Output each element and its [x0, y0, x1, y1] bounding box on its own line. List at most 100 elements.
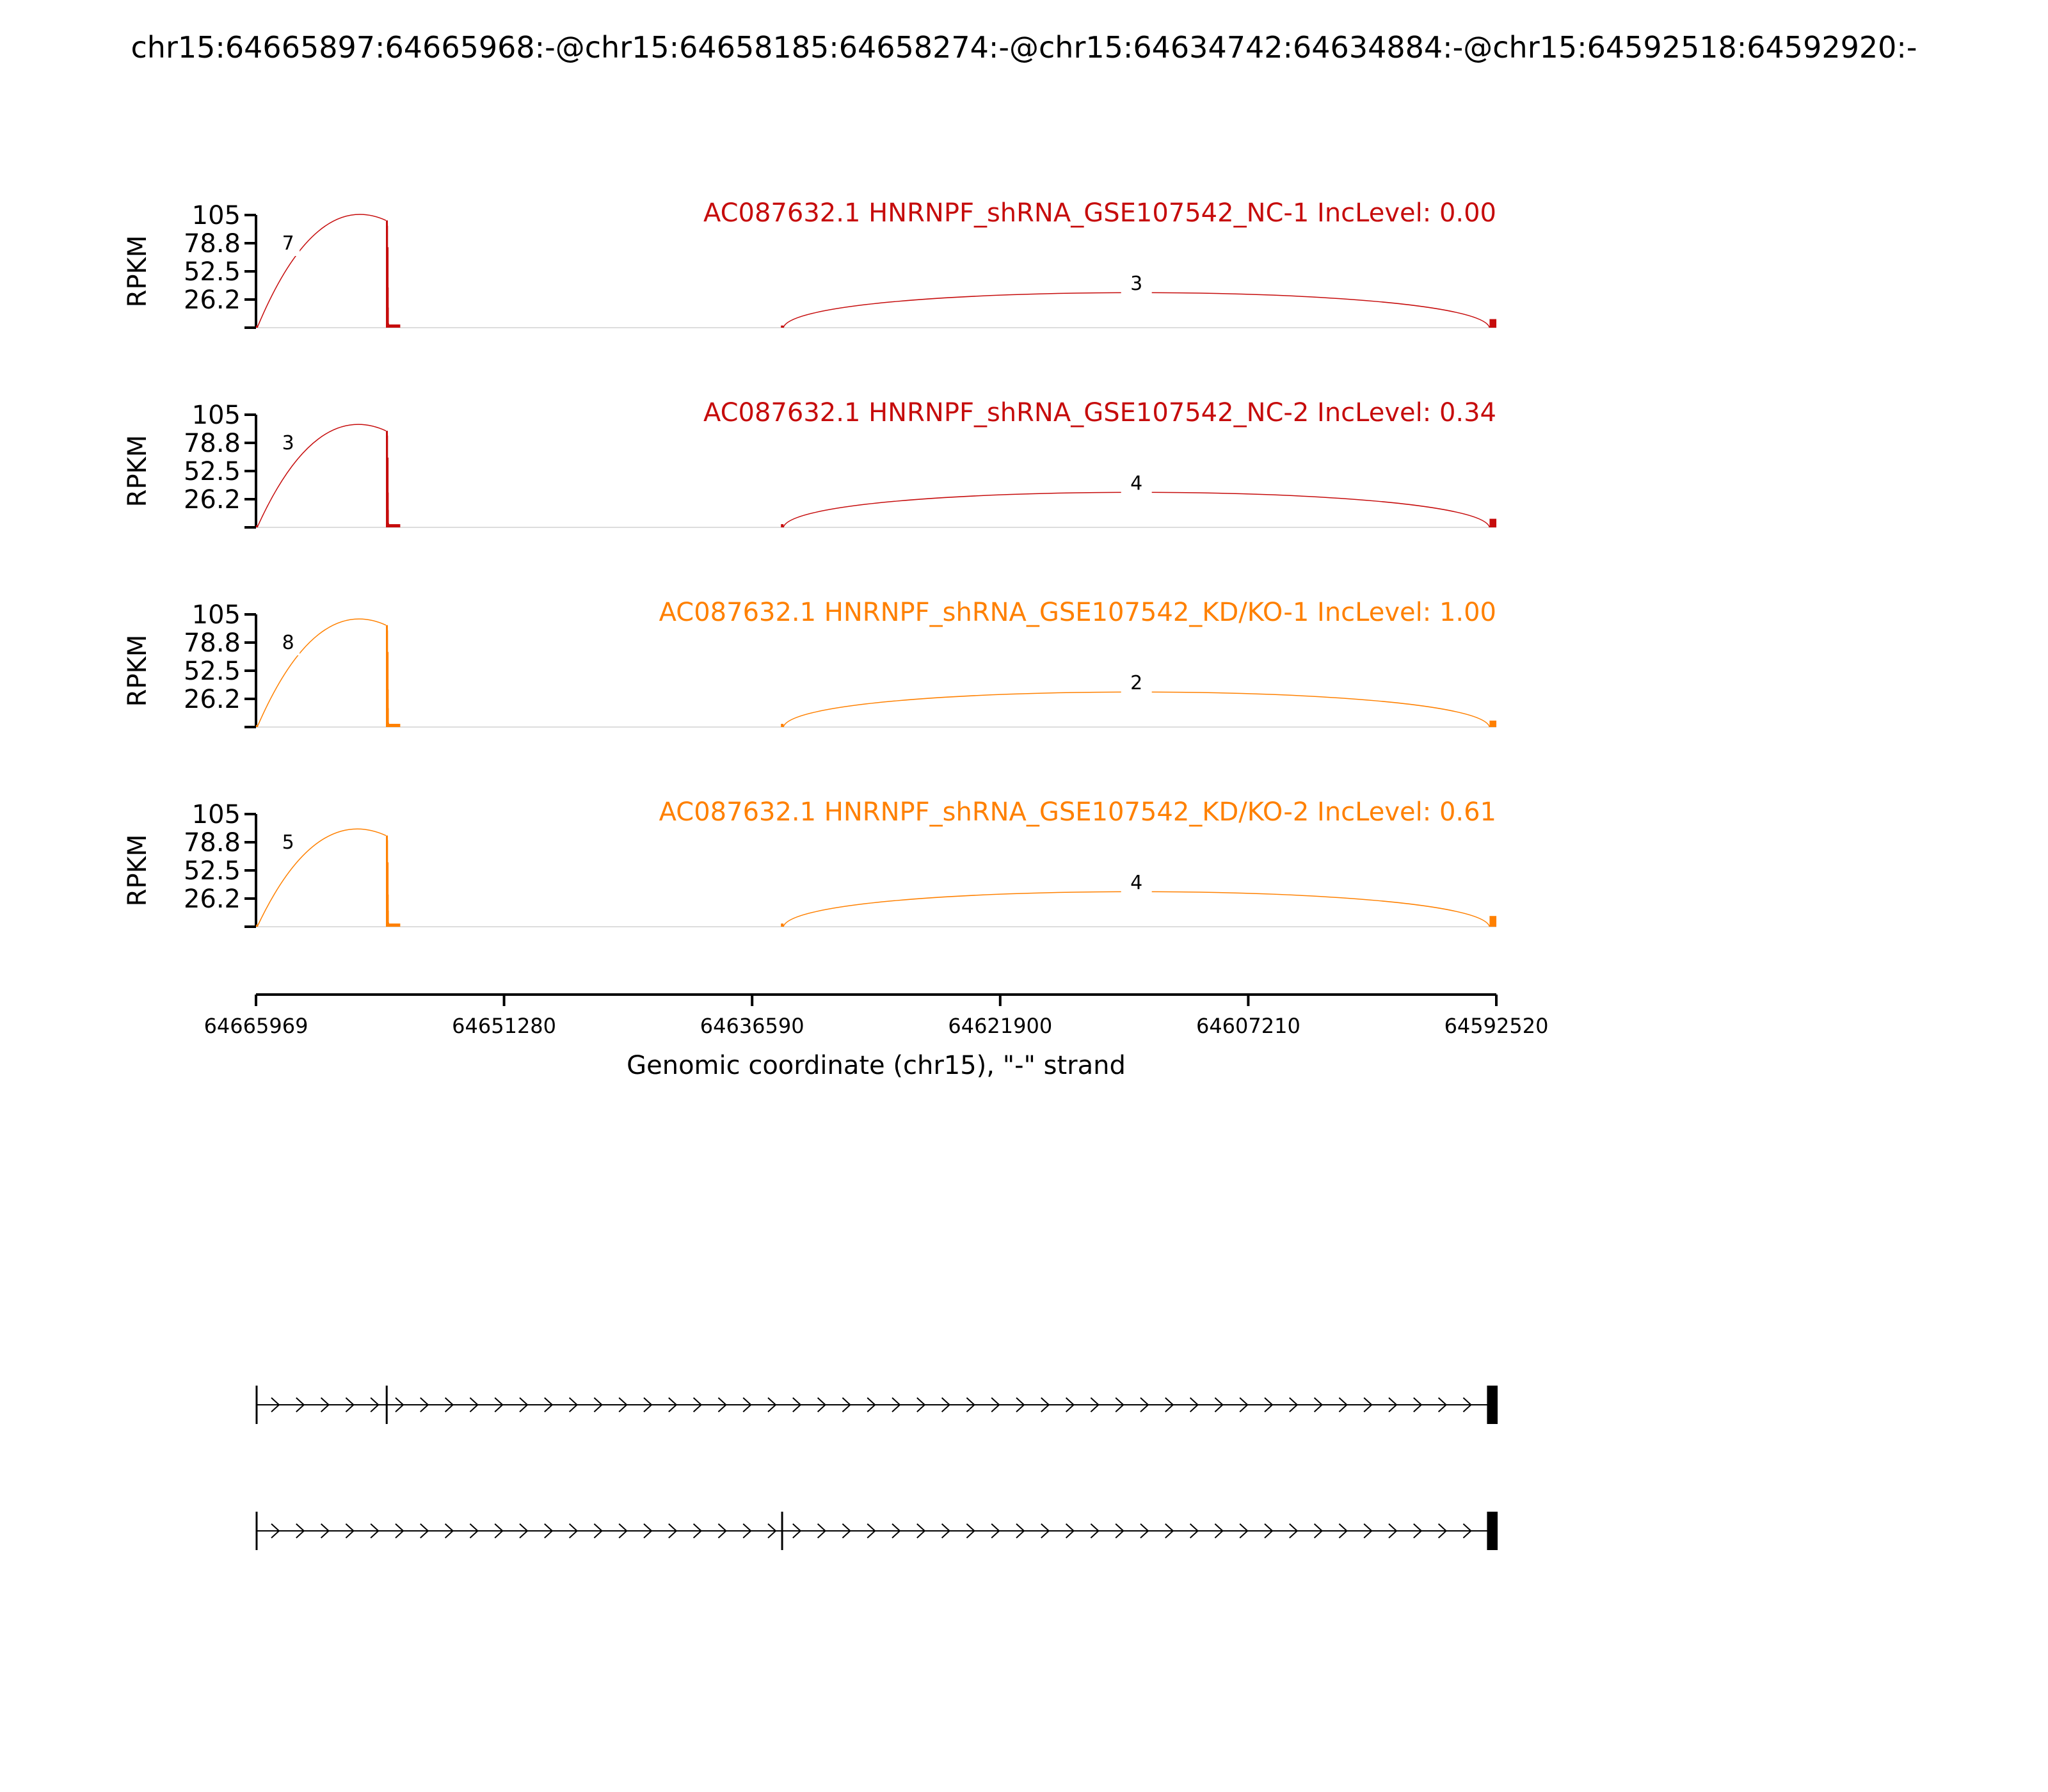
strand-arrow [966, 1397, 975, 1412]
junction-label-bg [1121, 469, 1152, 495]
strand-arrow [1413, 1523, 1423, 1539]
sample-title: AC087632.1 HNRNPF_shRNA_GSE107542_KD/KO-… [659, 598, 1496, 627]
strand-arrow [444, 1397, 454, 1412]
coverage-bar [1489, 916, 1497, 927]
strand-arrow [991, 1523, 1000, 1539]
y-tick-label: 26.2 [184, 685, 241, 714]
strand-arrow [1140, 1523, 1149, 1539]
coverage-bar [256, 924, 259, 927]
junction-label-bg [276, 228, 300, 256]
strand-arrow [544, 1523, 554, 1539]
y-tick-label: 26.2 [184, 884, 241, 914]
strand-arrow [593, 1397, 603, 1412]
strand-arrow [1115, 1397, 1124, 1412]
strand-arrow [1065, 1397, 1075, 1412]
coverage-bar [1489, 319, 1497, 328]
sample-panel: AC087632.1 HNRNPF_shRNA_GSE107542_KD/KO-… [123, 797, 1497, 928]
junction-arc [783, 292, 1491, 328]
strand-arrow [296, 1397, 305, 1412]
junction-arc [783, 891, 1491, 927]
strand-arrow [1041, 1397, 1050, 1412]
strand-arrow [1140, 1397, 1149, 1412]
strand-arrow [717, 1523, 727, 1539]
strand-arrow [420, 1523, 429, 1539]
strand-arrow [1313, 1523, 1324, 1539]
strand-arrow [1165, 1523, 1174, 1539]
coverage-bar [387, 910, 389, 927]
y-tick-label: 78.8 [184, 628, 241, 658]
y-axis-label: RPKM [123, 635, 152, 707]
x-tick-label: 64651280 [452, 1014, 556, 1038]
coverage-bar [781, 723, 784, 727]
strand-arrow [941, 1397, 951, 1412]
strand-arrow [916, 1397, 926, 1412]
sample-title: AC087632.1 HNRNPF_shRNA_GSE107542_NC-2 I… [703, 398, 1496, 428]
y-tick-label: 78.8 [184, 229, 241, 259]
junction-arc [257, 214, 387, 328]
strand-arrow [618, 1523, 628, 1539]
strand-arrow [395, 1397, 404, 1412]
strand-arrow [916, 1523, 926, 1539]
strand-arrow [1214, 1397, 1224, 1412]
x-tick-label: 64636590 [700, 1014, 804, 1038]
junction-count: 3 [282, 432, 294, 454]
strand-arrow [1363, 1397, 1373, 1412]
strand-arrow [1437, 1397, 1448, 1412]
sample-panel: AC087632.1 HNRNPF_shRNA_GSE107542_NC-1 I… [123, 198, 1497, 329]
coverage-bar [387, 307, 389, 328]
strand-arrow [1338, 1523, 1348, 1539]
strand-arrow [1363, 1523, 1373, 1539]
y-tick-label: 78.8 [184, 828, 241, 858]
junction-arc [257, 828, 387, 927]
strand-arrow [892, 1397, 901, 1412]
strand-arrow [842, 1397, 851, 1412]
coverage-bar [781, 524, 784, 527]
y-tick-label: 105 [192, 401, 241, 430]
junction-count: 4 [1130, 472, 1142, 495]
strand-arrow [717, 1397, 727, 1412]
coverage-bar [387, 708, 389, 727]
coverage-bar [386, 524, 401, 527]
sample-panel: AC087632.1 HNRNPF_shRNA_GSE107542_KD/KO-… [123, 598, 1497, 728]
strand-arrow [1065, 1523, 1075, 1539]
isoform-tracks [255, 1386, 1498, 1550]
strand-arrow [991, 1397, 1000, 1412]
strand-arrow [494, 1397, 504, 1412]
y-tick-label: 26.2 [184, 285, 241, 315]
coverage-bar [386, 723, 401, 727]
coverage-bar [1489, 518, 1497, 527]
junction-arc [783, 691, 1491, 728]
strand-arrow [1041, 1523, 1050, 1539]
strand-arrow [643, 1523, 653, 1539]
coverage-bar [256, 525, 259, 527]
coverage-bar [387, 287, 389, 328]
y-tick-label: 105 [192, 800, 241, 829]
strand-arrow [1264, 1397, 1274, 1412]
strand-arrow [320, 1397, 330, 1412]
junction-count: 5 [282, 831, 294, 854]
exon-block [1487, 1512, 1498, 1550]
strand-arrow [568, 1523, 579, 1539]
junction-count: 8 [282, 632, 294, 654]
strand-arrow [420, 1397, 429, 1412]
strand-arrow [1264, 1523, 1274, 1539]
strand-arrow [544, 1397, 554, 1412]
strand-arrow [1016, 1523, 1025, 1539]
isoform-track [255, 1512, 1498, 1550]
x-tick-label: 64607210 [1196, 1014, 1300, 1038]
coverage-panels: AC087632.1 HNRNPF_shRNA_GSE107542_NC-1 I… [123, 198, 1497, 928]
strand-arrow [892, 1523, 901, 1539]
strand-arrow [271, 1397, 280, 1412]
y-tick-label: 26.2 [184, 485, 241, 515]
strand-arrow [469, 1397, 479, 1412]
x-axis-label: Genomic coordinate (chr15), "-" strand [627, 1051, 1126, 1080]
strand-arrow [296, 1523, 305, 1539]
strand-arrow [1189, 1397, 1199, 1412]
strand-arrow [767, 1523, 777, 1539]
strand-arrow [941, 1523, 951, 1539]
coverage-bar [386, 324, 401, 328]
junction-label-bg [276, 827, 300, 855]
strand-arrow [966, 1523, 975, 1539]
junction-count: 2 [1130, 672, 1142, 694]
strand-arrow [395, 1523, 404, 1539]
